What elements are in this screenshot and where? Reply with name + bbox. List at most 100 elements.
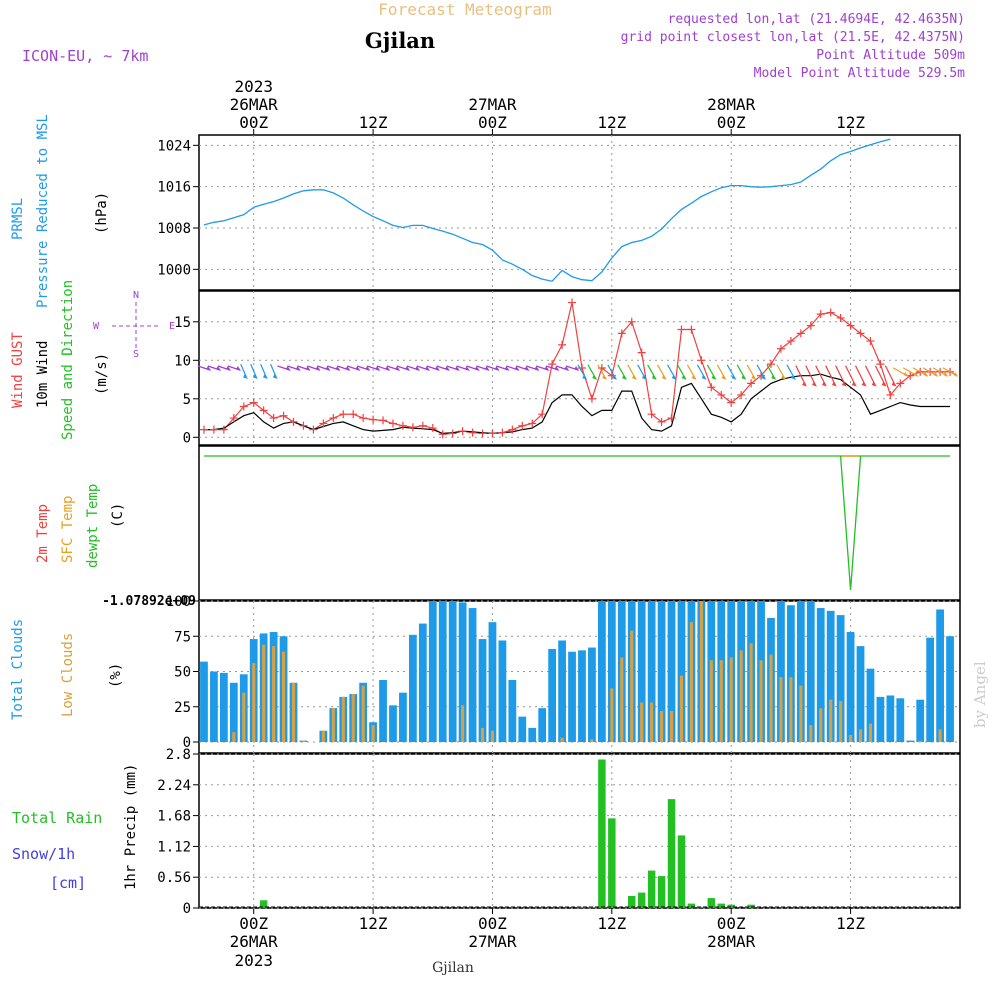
dewpt-dip xyxy=(839,455,862,591)
panel-frames xyxy=(198,134,961,909)
temp-ylabel-2: SFC Temp xyxy=(60,496,76,563)
wind-arrow-head xyxy=(781,374,787,380)
wind-arrow-head xyxy=(335,366,341,371)
low-cloud-bar xyxy=(282,651,286,742)
bottom-time-date: 26MAR xyxy=(230,932,279,951)
gust-line xyxy=(204,302,951,435)
top-time-hour: 12Z xyxy=(836,113,865,132)
precip-bar xyxy=(608,818,616,908)
wind-ylabel-2: 10m Wind xyxy=(35,341,51,408)
panel-frame-1 xyxy=(198,290,961,446)
precip-bar xyxy=(697,906,706,908)
wind-arrow-head xyxy=(903,371,909,377)
total-cloud-bar xyxy=(219,672,228,742)
low-cloud-bar xyxy=(699,601,703,742)
total-cloud-bar xyxy=(856,646,865,742)
wind-arrow-head xyxy=(651,374,657,380)
y-tick-label: 0.56 xyxy=(157,870,191,886)
total-cloud-bar xyxy=(200,661,208,742)
wind-arrow-head xyxy=(851,381,857,387)
gust-marker xyxy=(717,390,726,399)
precip-bar xyxy=(677,835,686,908)
low-cloud-bar xyxy=(610,688,614,742)
total-cloud-bar xyxy=(229,682,238,742)
wind-arrow-head xyxy=(315,366,321,371)
total-cloud-bar xyxy=(896,698,905,742)
y-tick-label: 0 xyxy=(183,735,191,751)
y-tick-label: 0 xyxy=(183,901,191,917)
bottom-time-year: 2023 xyxy=(234,951,273,970)
wind-arrow-head xyxy=(554,366,560,371)
gust-marker xyxy=(349,410,358,419)
wind-arrow-head xyxy=(632,374,637,380)
low-cloud-bar xyxy=(709,660,713,742)
wind-speed-line xyxy=(204,373,951,435)
precip-bar xyxy=(598,759,606,908)
gust-marker xyxy=(418,421,427,430)
total-cloud-bar xyxy=(468,608,477,742)
gust-marker xyxy=(538,410,547,419)
precip-bar xyxy=(727,904,735,908)
wind-arrow-head xyxy=(226,366,232,371)
total-cloud-bar xyxy=(846,632,855,742)
gust-marker xyxy=(458,427,467,436)
wind-arrow-head xyxy=(504,366,510,371)
bottom-location-label: Gjilan xyxy=(432,960,474,976)
wind-arrow-head xyxy=(923,371,929,377)
gust-marker xyxy=(568,298,577,307)
wind-arrow-head xyxy=(375,366,381,371)
wind-arrow-head xyxy=(671,374,677,380)
gust-marker xyxy=(498,428,507,437)
low-cloud-bar xyxy=(749,643,753,742)
y-tick-label: 1008 xyxy=(157,221,191,237)
wind-arrow-head xyxy=(365,366,371,371)
bottom-time-date: 28MAR xyxy=(707,932,756,951)
wind-arrow-head xyxy=(913,371,919,377)
low-cloud-bar xyxy=(590,739,594,742)
wind-arrow-head xyxy=(641,374,647,380)
total-cloud-bar xyxy=(438,601,447,742)
compass-rose: N W E S xyxy=(93,290,175,360)
pressure-axis-title: PRMSL Pressure Reduced to MSL (hPa) xyxy=(10,114,110,308)
total-cloud-bar xyxy=(548,648,557,742)
low-cloud-bar xyxy=(858,729,863,742)
wind-arrow-head xyxy=(236,366,242,371)
gust-marker xyxy=(727,398,736,407)
precip-bar xyxy=(578,906,586,908)
wind-arrow-head xyxy=(385,366,391,371)
precip-bar xyxy=(647,870,656,908)
wind-arrow-head xyxy=(484,366,490,371)
wind-arrow-head xyxy=(751,374,757,380)
wind-arrow-head xyxy=(602,374,608,380)
location-title: Gjilan xyxy=(365,28,435,53)
gust-marker xyxy=(319,419,328,428)
wind-arrow-head xyxy=(741,374,747,380)
temp-units: (C) xyxy=(110,503,126,528)
precip-bar xyxy=(667,799,676,908)
bottom-time-hour: 12Z xyxy=(597,914,626,933)
wind-arrow-head xyxy=(345,366,351,371)
gust-marker xyxy=(448,429,457,438)
wind-arrow-head xyxy=(802,381,808,387)
gust-marker xyxy=(339,410,348,419)
wind-axis-title: Wind GUST 10m Wind Speed and Direction (… xyxy=(10,280,175,440)
wind-arrow-head xyxy=(701,374,707,380)
bottom-time-hour: 00Z xyxy=(478,914,507,933)
low-cloud-bar xyxy=(809,725,813,742)
gust-marker xyxy=(747,379,756,388)
low-cloud-bar xyxy=(331,708,335,742)
low-cloud-bar xyxy=(301,740,306,742)
total-cloud-bar xyxy=(777,601,785,742)
snow-label: Snow/1h xyxy=(12,845,75,863)
gust-marker xyxy=(617,329,626,338)
low-cloud-bar xyxy=(620,657,624,742)
grid-point-coords: grid point closest lon,lat (21.5E, 42.43… xyxy=(621,30,965,45)
wind-arrow-head xyxy=(831,381,837,387)
y-tick-label: 1000 xyxy=(157,262,191,278)
total-cloud-bar xyxy=(866,668,875,742)
low-cloud-bar xyxy=(321,730,325,742)
wind-arrow-head xyxy=(464,366,470,371)
low-cloud-bar xyxy=(361,685,365,742)
wind-arrow-head xyxy=(325,366,331,371)
